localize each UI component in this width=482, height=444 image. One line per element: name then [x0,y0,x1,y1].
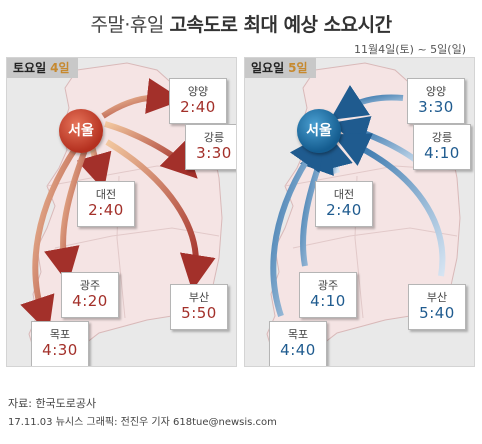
route-arrow-gwangju [44,148,88,284]
region-border [292,227,458,249]
route-box-gwangju: 광주 4:20 [61,272,119,318]
credit-note: 17.11.03 뉴시스 그래픽: 전진우 기자 618tue@newsis.c… [8,417,277,428]
route-box-gangneung: 강릉 4:10 [413,124,471,170]
day-tag-sunday: 일요일 5일 [245,58,316,78]
travel-time: 4:30 [42,341,78,359]
date-range: 11월4일(토) ~ 5일(일) [354,43,466,56]
travel-time: 5:40 [419,304,455,322]
city-label: 대전 [95,188,117,201]
route-box-mokpo: 목포 4:30 [31,321,89,366]
city-label: 대전 [333,188,355,201]
route-arrow-gangneung [104,121,198,179]
route-box-yangyang: 양양 3:30 [407,78,465,124]
region-border [54,227,220,249]
route-arrow-mokpo [270,133,326,317]
route-box-busan: 부산 5:40 [408,284,466,330]
route-box-busan: 부산 5:50 [170,284,228,330]
route-box-daejeon: 대전 2:40 [315,181,373,227]
day-number: 5일 [288,61,308,75]
source-note: 자료: 한국도로공사 [8,397,97,410]
hub-seoul: 서울 [59,109,103,153]
city-label: 양양 [187,85,209,98]
travel-time: 5:50 [181,304,217,322]
route-arrow-busan [105,139,216,291]
title-main: 고속도로 최대 예상 소요시간 [169,14,392,36]
saturday-panel: 토요일 4일 서울 양양 2:40 강릉 3:30 대전 2:40 광주 4:20… [6,57,237,367]
travel-time: 3:30 [418,98,454,116]
hub-seoul: 서울 [297,109,341,153]
city-label: 부산 [188,291,210,304]
sunday-panel: 일요일 5일 서울 양양 3:30 강릉 4:10 대전 2:40 광주 4:10… [244,57,475,367]
travel-time: 3:30 [196,144,232,162]
city-label: 양양 [425,85,447,98]
day-tag-saturday: 토요일 4일 [7,58,78,78]
city-label: 광주 [79,279,101,292]
route-box-yangyang: 양양 2:40 [169,78,227,124]
city-label: 강릉 [203,131,225,144]
route-box-daejeon: 대전 2:40 [77,181,135,227]
route-arrow-mokpo [20,144,80,334]
city-label: 강릉 [431,131,453,144]
travel-time: 4:10 [424,144,460,162]
city-label: 목포 [49,328,71,341]
travel-time: 4:10 [310,292,346,310]
day-label: 토요일 [13,61,47,75]
title-prefix: 주말·휴일 [90,14,164,36]
route-arrow-yangyang [101,78,183,119]
route-arrow-busan [332,133,446,277]
route-box-gwangju: 광주 4:10 [299,272,357,318]
page-title: 주말·휴일 고속도로 최대 예상 소요시간 [0,10,482,37]
city-label: 부산 [426,291,448,304]
route-box-mokpo: 목포 4:40 [269,321,327,366]
route-box-gangneung: 강릉 3:30 [185,124,236,170]
city-label: 광주 [317,279,339,292]
city-label: 목포 [287,328,309,341]
travel-time: 4:40 [280,341,316,359]
travel-time: 2:40 [88,201,124,219]
travel-time: 2:40 [180,98,216,116]
travel-time: 4:20 [72,292,108,310]
day-label: 일요일 [251,61,285,75]
day-number: 4일 [50,61,70,75]
travel-time: 2:40 [326,201,362,219]
route-arrow-yangyang [330,85,404,120]
